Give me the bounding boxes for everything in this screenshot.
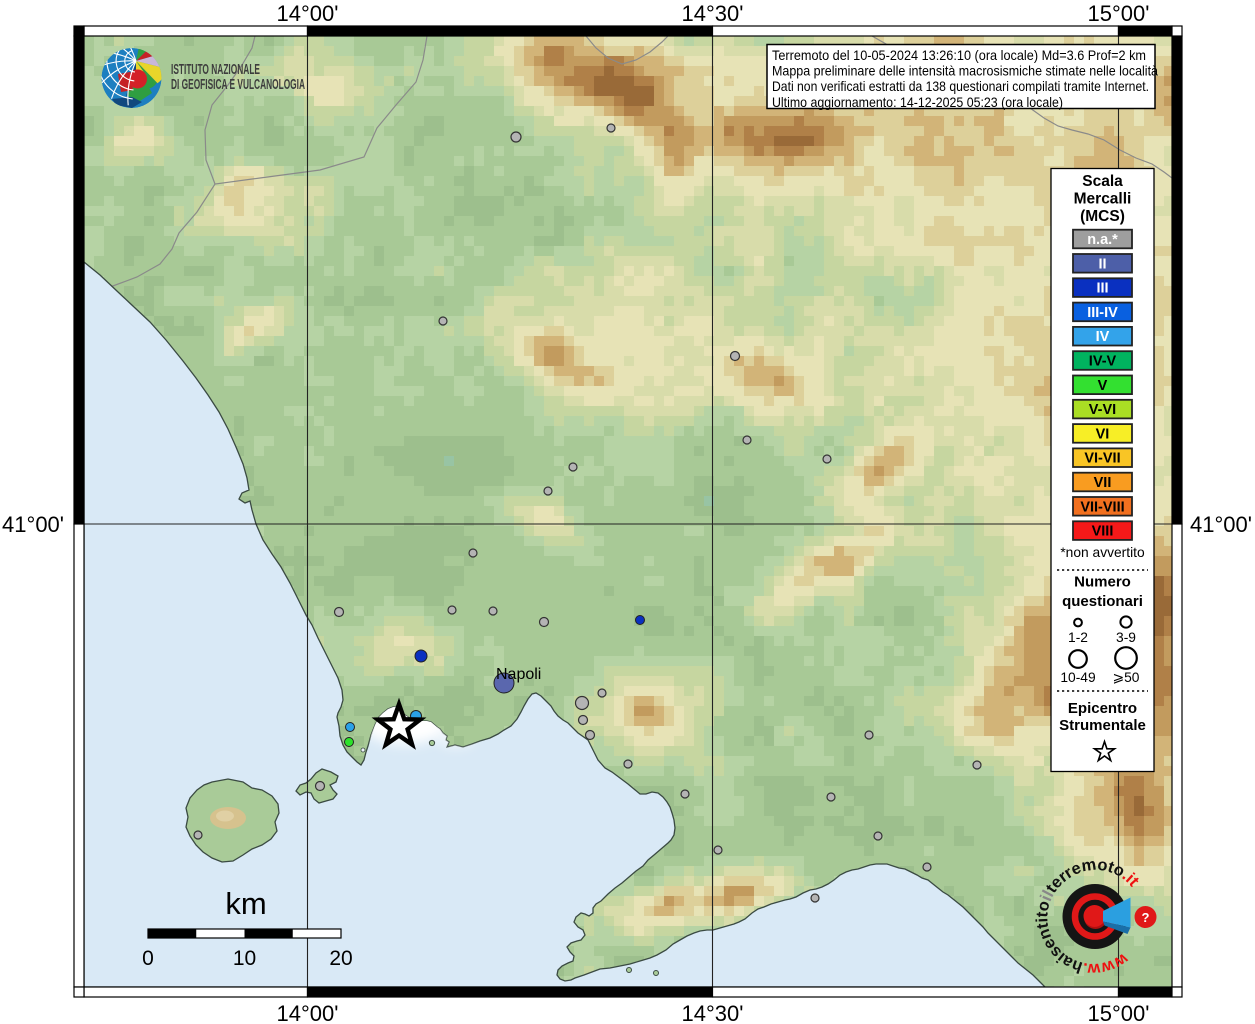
svg-text:10: 10: [233, 947, 256, 970]
svg-text:?: ?: [1142, 910, 1150, 925]
svg-text:1-2: 1-2: [1068, 630, 1088, 645]
svg-text:0: 0: [142, 947, 154, 970]
svg-text:(MCS): (MCS): [1080, 208, 1125, 225]
svg-text:Epicentro: Epicentro: [1068, 700, 1137, 717]
svg-text:Mappa preliminare delle intens: Mappa preliminare delle intensità macros…: [772, 64, 1158, 79]
svg-text:20: 20: [329, 947, 352, 970]
svg-text:Strumentale: Strumentale: [1059, 717, 1146, 734]
svg-text:n.a.*: n.a.*: [1087, 232, 1118, 248]
svg-text:14°00': 14°00': [277, 1, 339, 26]
svg-text:questionari: questionari: [1062, 593, 1143, 610]
svg-text:Terremoto del 10-05-2024 13:26: Terremoto del 10-05-2024 13:26:10 (ora l…: [772, 48, 1146, 63]
svg-text:14°30': 14°30': [682, 1001, 744, 1024]
svg-text:14°30': 14°30': [682, 1, 744, 26]
svg-text:VI-VII: VI-VII: [1084, 451, 1120, 467]
svg-text:⩾50: ⩾50: [1113, 670, 1140, 685]
svg-text:VII-VIII: VII-VIII: [1080, 499, 1124, 515]
svg-text:VIII: VIII: [1092, 524, 1114, 540]
svg-text:Scala: Scala: [1082, 173, 1123, 190]
svg-text:km: km: [225, 886, 266, 921]
svg-text:II: II: [1098, 256, 1106, 272]
svg-text:DI GEOFISICA E VULCANOLOGIA: DI GEOFISICA E VULCANOLOGIA: [171, 77, 305, 93]
svg-text:41°00': 41°00': [2, 512, 64, 537]
svg-text:ISTITUTO NAZIONALE: ISTITUTO NAZIONALE: [171, 62, 260, 78]
svg-text:V-VI: V-VI: [1089, 402, 1116, 418]
svg-text:Napoli: Napoli: [496, 666, 541, 683]
svg-text:V: V: [1098, 378, 1108, 394]
svg-text:III-IV: III-IV: [1087, 305, 1118, 321]
svg-text:14°00': 14°00': [277, 1001, 339, 1024]
svg-text:III: III: [1096, 281, 1108, 297]
svg-text:VI: VI: [1096, 426, 1110, 442]
svg-text:*non avvertito: *non avvertito: [1060, 545, 1145, 560]
svg-text:Ultimo aggiornamento: 14-12-20: Ultimo aggiornamento: 14-12-2025 05:23 (…: [772, 95, 1063, 110]
svg-text:IV: IV: [1096, 329, 1110, 345]
svg-text:10-49: 10-49: [1060, 670, 1096, 685]
svg-text:Dati non verificati estratti d: Dati non verificati estratti da 138 ques…: [772, 79, 1149, 94]
svg-text:41°00': 41°00': [1190, 512, 1252, 537]
svg-text:3-9: 3-9: [1116, 630, 1136, 645]
svg-text:VII: VII: [1094, 475, 1112, 491]
svg-text:15°00': 15°00': [1088, 1001, 1150, 1024]
svg-text:15°00': 15°00': [1088, 1, 1150, 26]
svg-text:Numero: Numero: [1074, 574, 1131, 591]
svg-text:Mercalli: Mercalli: [1074, 191, 1132, 208]
svg-text:IV-V: IV-V: [1089, 354, 1117, 370]
